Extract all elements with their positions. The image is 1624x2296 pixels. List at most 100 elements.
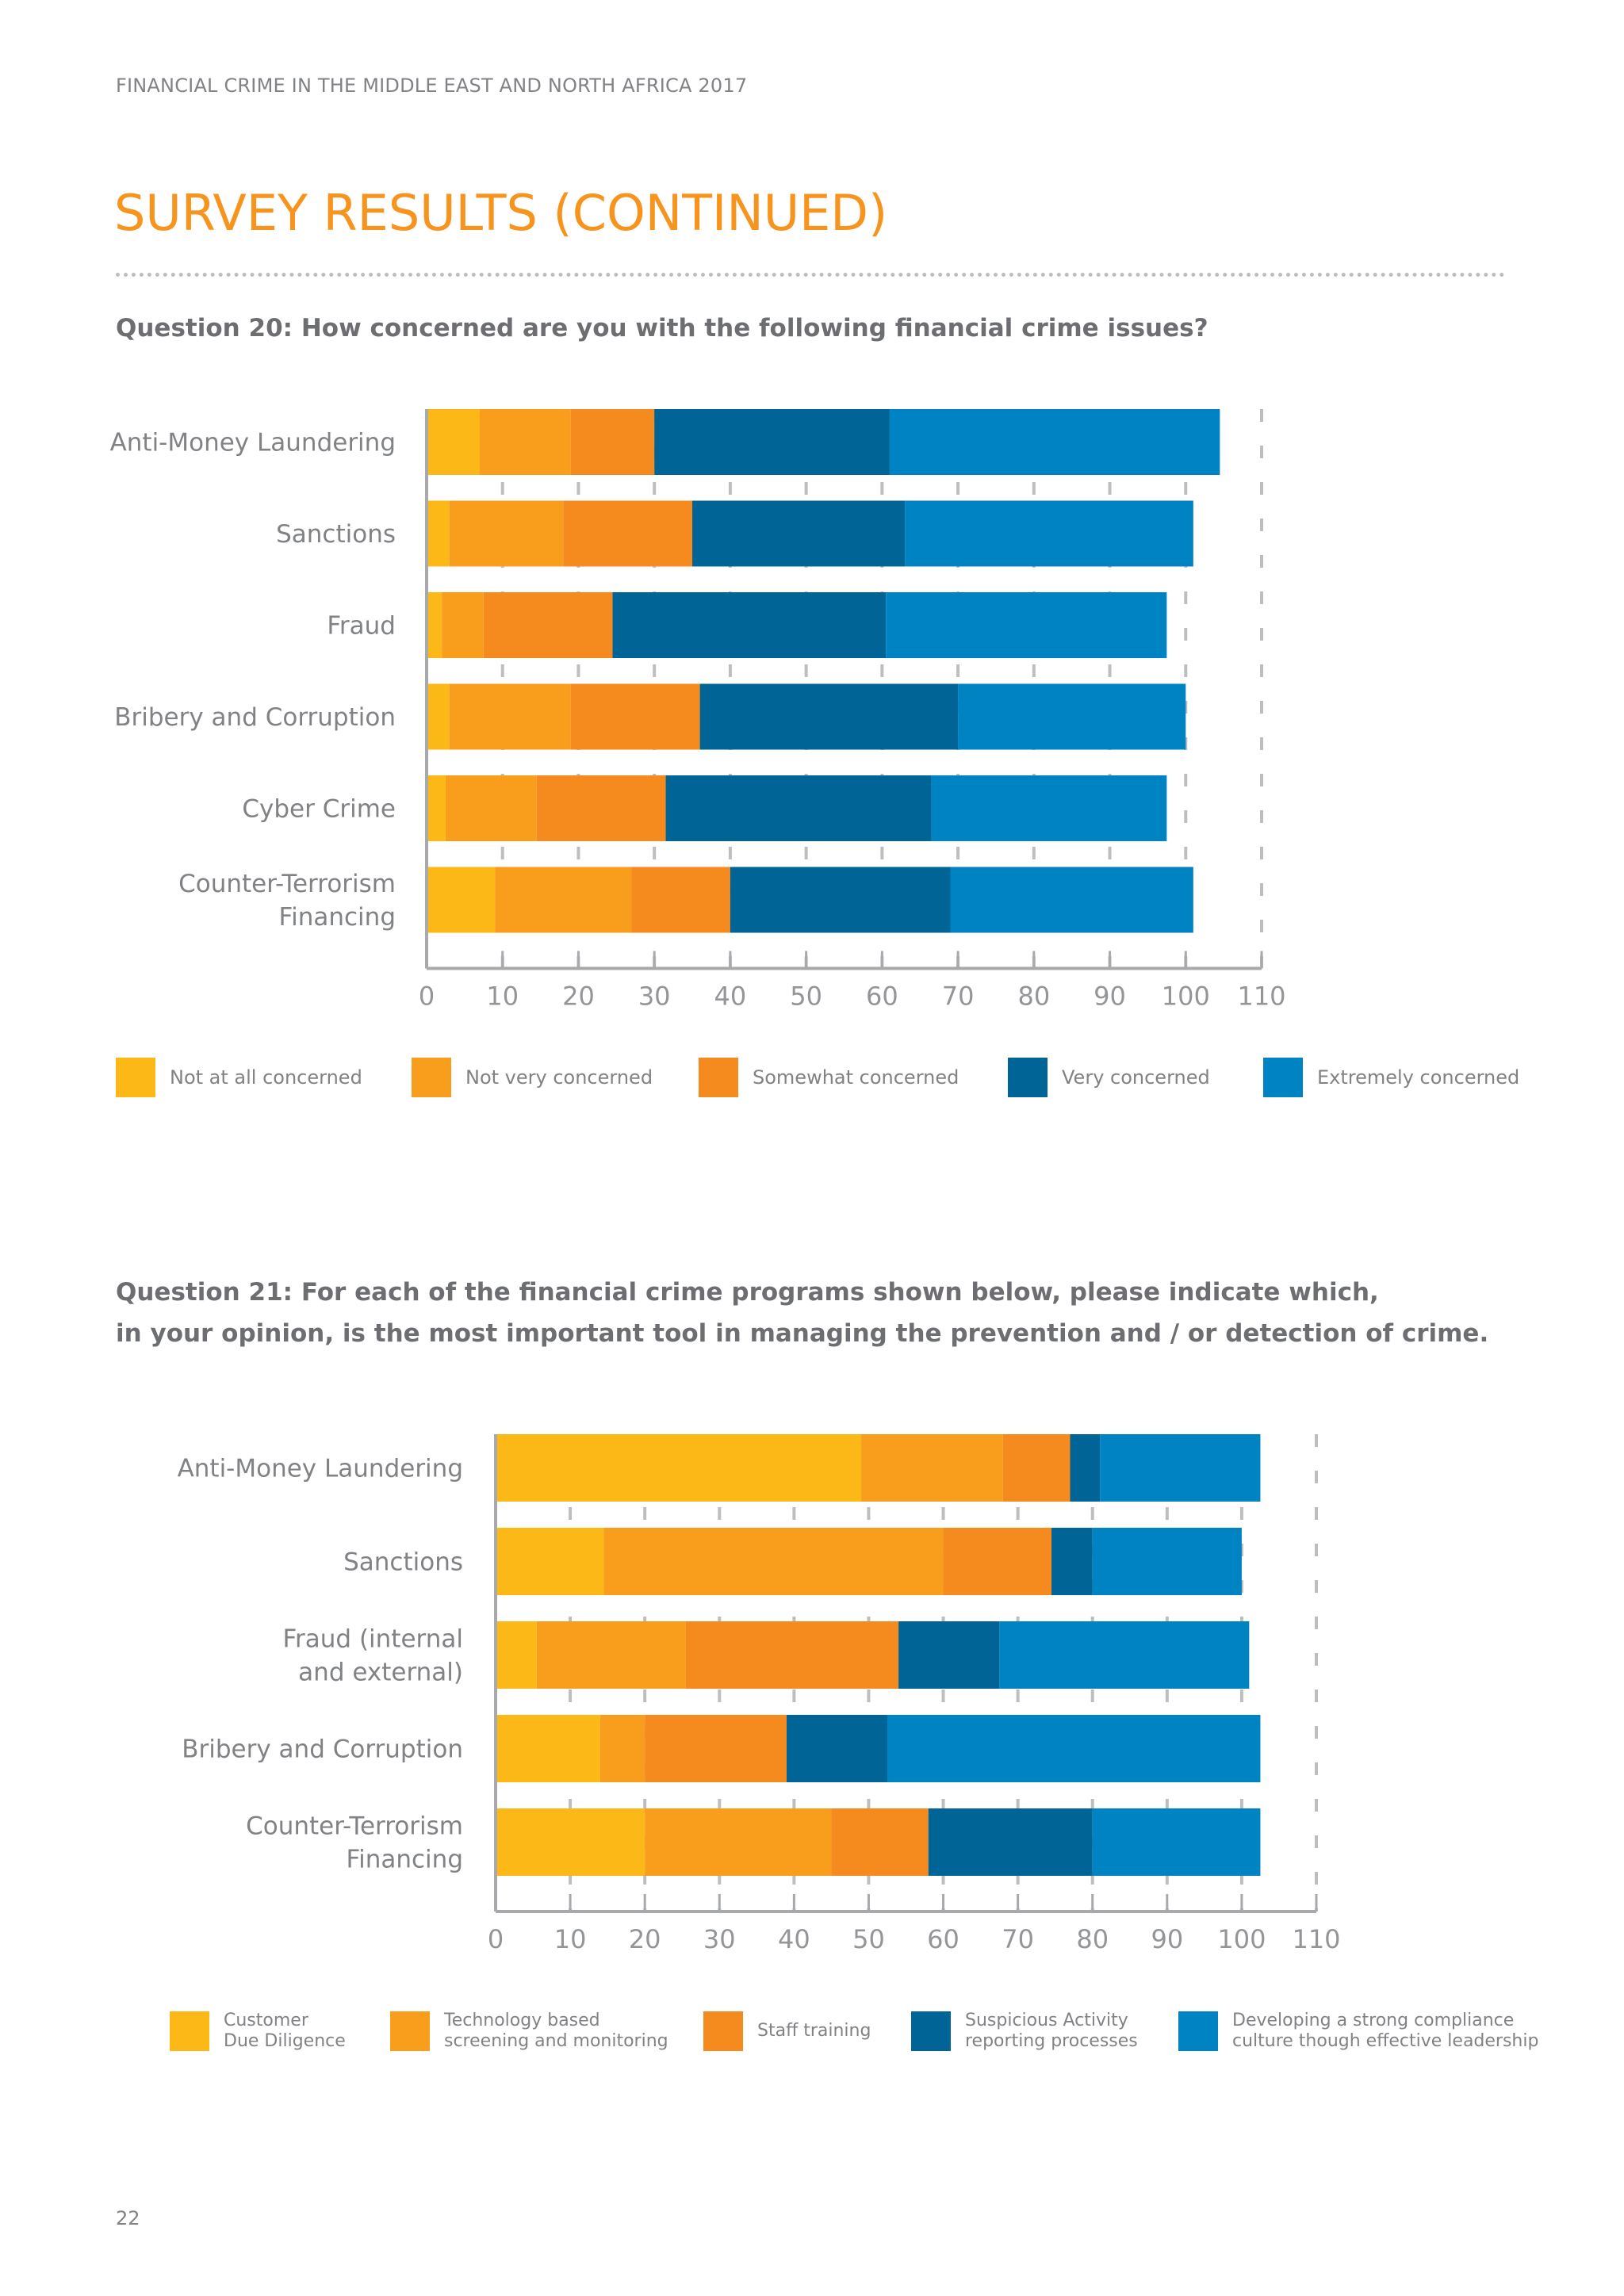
q21-category-label: Financing: [347, 1846, 463, 1874]
q21-bar-segment: [1100, 1434, 1261, 1502]
q20-legend-label: Somewhat concerned: [753, 1066, 959, 1089]
q21-category-label: Fraud (internal: [282, 1625, 463, 1654]
q21-category-label: Anti-Money Laundering: [178, 1455, 463, 1483]
q20-bar-segment: [950, 867, 1193, 933]
q21-bar-segment: [496, 1808, 645, 1876]
q21-legend-label: Technology based screening and monitoring: [444, 2011, 668, 2051]
q21-legend-swatch: [1178, 2011, 1218, 2051]
q21-bar-segment: [887, 1715, 1261, 1782]
question-21-line-2: in your opinion, is the most important t…: [116, 1319, 1489, 1348]
q21-x-tick-label: 30: [703, 1924, 736, 1954]
q20-bar-segment: [427, 683, 450, 750]
q20-legend-label: Not very concerned: [465, 1066, 653, 1089]
question-21-line-1: Question 21: For each of the financial c…: [116, 1278, 1379, 1307]
q20-category-label: Sanctions: [276, 520, 396, 549]
q20-category-label: Counter-Terrorism: [178, 870, 396, 898]
q20-legend-label: Very concerned: [1062, 1066, 1210, 1089]
q21-x-tick-label: 70: [1002, 1924, 1034, 1954]
q21-category-label: Sanctions: [343, 1548, 463, 1577]
q20-bar-segment: [905, 500, 1193, 567]
q21-x-tick-label: 60: [927, 1924, 959, 1954]
q21-legend-label: Customer Due Diligence: [224, 2011, 346, 2051]
q20-bar-segment: [889, 409, 1220, 475]
q21-bar-segment: [831, 1808, 929, 1876]
q20-bar-segment: [958, 683, 1186, 750]
q21-bar-segment: [898, 1621, 1000, 1689]
q21-x-tick-label: 110: [1292, 1924, 1340, 1954]
q20-x-tick-label: 110: [1237, 982, 1285, 1012]
q21-legend-swatch: [390, 2011, 430, 2051]
q20-stacked-bar-chart: Anti-Money Laundering Sanctions Fraud Bribe…: [110, 409, 1286, 1012]
question-20: Question 20: How concerned are you with …: [116, 314, 1208, 342]
q20-bar-segment: [483, 592, 613, 658]
q20-x-tick-label: 40: [714, 982, 747, 1012]
q20-bar-segment: [445, 775, 537, 841]
q20-bar-segment: [570, 409, 655, 475]
q21-category-label: and external): [298, 1659, 463, 1687]
q21-category-label: Bribery and Corruption: [182, 1735, 463, 1764]
q20-bar-segment: [931, 775, 1167, 841]
q20-bar-segment: [495, 867, 632, 933]
q21-category-label: Counter-Terrorism: [246, 1812, 463, 1841]
q21-x-tick-label: 90: [1151, 1924, 1183, 1954]
q20-bar-segment: [563, 500, 693, 567]
q21-legend-label: Developing a strong compliance culture th…: [1232, 2011, 1539, 2051]
q20-category-label: Anti-Money Laundering: [110, 429, 396, 457]
q21-bar-segment: [536, 1621, 686, 1689]
q20-bar-segment: [570, 683, 700, 750]
q20-legend-item: Not very concerned: [412, 1055, 653, 1100]
q21-bar-segment: [645, 1715, 787, 1782]
q21-legend-item: Developing a strong compliance culture th…: [1178, 2009, 1538, 2053]
running-header: FINANCIAL CRIME IN THE MIDDLE EAST AND N…: [116, 75, 748, 97]
q20-category-label: Fraud: [327, 612, 396, 641]
dotted-divider: [116, 273, 1505, 277]
q21-bar-segment: [943, 1528, 1051, 1595]
q21-x-tick-label: 20: [629, 1924, 661, 1954]
q20-category-label: Bribery and Corruption: [114, 703, 396, 732]
q20-legend-item: Not at all concerned: [116, 1055, 362, 1100]
q21-bar-segment: [599, 1715, 645, 1782]
q21-stacked-bar-chart: Anti-Money Laundering Sanctions Fraud (int…: [178, 1434, 1341, 1954]
q20-legend-item: Extremely concerned: [1263, 1055, 1519, 1100]
q20-x-tick-label: 0: [419, 982, 435, 1012]
q20-bar-segment: [427, 775, 446, 841]
q20-legend-swatch: [1263, 1058, 1303, 1097]
q20-x-tick-label: 20: [562, 982, 595, 1012]
q20-bar-segment: [427, 867, 496, 933]
q20-legend-swatch: [1008, 1058, 1048, 1097]
q21-legend-item: Suspicious Activity reporting processes: [911, 2009, 1138, 2053]
q21-bar-segment: [496, 1715, 600, 1782]
q20-legend-swatch: [116, 1058, 155, 1097]
q20-bar-segment: [730, 867, 951, 933]
q21-bar-segment: [1070, 1434, 1101, 1502]
q21-legend-item: Technology based screening and monitoring: [390, 2009, 668, 2053]
q20-bar-segment: [612, 592, 887, 658]
q20-x-tick-label: 50: [790, 982, 822, 1012]
q20-bar-segment: [692, 500, 906, 567]
q20-x-tick-label: 100: [1162, 982, 1210, 1012]
q20-x-tick-label: 90: [1094, 982, 1126, 1012]
q21-bar-segment: [1092, 1808, 1261, 1876]
q20-x-tick-label: 10: [486, 982, 519, 1012]
q21-bar-segment: [999, 1621, 1250, 1689]
q20-legend-item: Somewhat concerned: [699, 1055, 959, 1100]
q21-bar-segment: [496, 1434, 862, 1502]
q21-x-tick-label: 10: [554, 1924, 587, 1954]
q21-x-tick-label: 80: [1076, 1924, 1109, 1954]
q20-legend: Not at all concerned Not very concerned So…: [0, 1055, 1624, 1103]
q21-legend-swatch: [911, 2011, 951, 2051]
q21-bar-segment: [496, 1528, 604, 1595]
q21-bar-segment: [685, 1621, 899, 1689]
q20-legend-item: Very concerned: [1008, 1055, 1210, 1100]
q21-bar-segment: [1002, 1434, 1071, 1502]
q21-bar-segment: [603, 1528, 944, 1595]
q21-bar-segment: [1092, 1528, 1242, 1595]
q20-legend-swatch: [412, 1058, 451, 1097]
q21-bar-segment: [861, 1434, 1003, 1502]
q21-x-tick-label: 50: [852, 1924, 885, 1954]
q20-bar-segment: [631, 867, 730, 933]
q20-bar-segment: [665, 775, 932, 841]
q21-bar-segment: [645, 1808, 832, 1876]
q21-bar-segment: [928, 1808, 1093, 1876]
q21-x-tick-label: 40: [778, 1924, 810, 1954]
